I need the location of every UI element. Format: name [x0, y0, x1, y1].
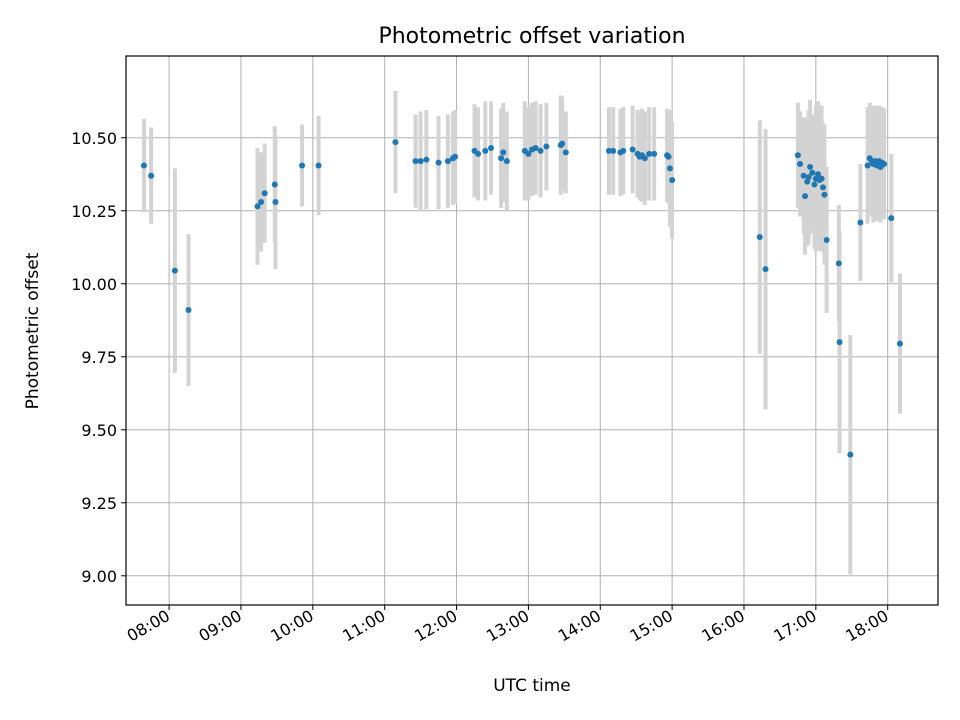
data-point	[807, 163, 814, 170]
data-point	[794, 152, 801, 159]
data-point	[857, 219, 864, 226]
data-point	[811, 181, 818, 188]
data-point	[171, 267, 178, 274]
data-point	[503, 158, 510, 165]
data-point	[140, 162, 147, 169]
y-axis-label: Photometric offset	[23, 252, 43, 409]
data-point	[864, 162, 871, 169]
data-point	[532, 144, 539, 151]
data-point	[809, 169, 816, 176]
data-point	[881, 161, 888, 168]
data-point	[500, 149, 507, 156]
data-point	[444, 158, 451, 165]
data-point	[543, 143, 550, 150]
data-point	[646, 150, 653, 157]
y-tick-label: 10.25	[71, 202, 117, 221]
data-point	[254, 203, 261, 210]
data-point	[559, 140, 566, 147]
data-point	[525, 150, 532, 157]
data-point	[315, 162, 322, 169]
data-point	[185, 307, 192, 314]
y-tick-label: 9.50	[81, 421, 117, 440]
y-tick-label: 9.00	[81, 567, 117, 586]
data-point	[417, 158, 424, 165]
data-points	[140, 139, 903, 458]
data-point	[666, 165, 673, 172]
data-point	[435, 159, 442, 166]
y-axis-ticks: 9.00 9.25 9.50 9.75 10.00 10.25 10.50	[71, 129, 126, 586]
data-point	[629, 146, 636, 153]
data-point	[805, 174, 812, 181]
data-point	[818, 175, 825, 182]
data-point	[802, 193, 809, 200]
data-point	[823, 236, 830, 243]
data-point	[669, 177, 676, 184]
data-point	[762, 266, 769, 273]
data-point	[836, 339, 843, 346]
data-point	[641, 155, 648, 162]
data-point	[148, 172, 155, 179]
data-point	[797, 161, 804, 168]
data-point	[271, 181, 278, 188]
chart-title: Photometric offset variation	[378, 24, 685, 49]
data-point	[610, 147, 617, 154]
data-point	[847, 451, 854, 458]
data-point	[835, 260, 842, 267]
y-tick-label: 10.50	[71, 129, 117, 148]
data-point	[651, 150, 658, 157]
data-point	[820, 184, 827, 191]
data-point	[412, 158, 419, 165]
data-point	[482, 147, 489, 154]
data-point	[272, 199, 279, 206]
data-point	[814, 171, 821, 178]
data-point	[475, 150, 482, 157]
data-point	[620, 147, 627, 154]
data-point	[665, 153, 672, 160]
data-point	[392, 139, 399, 146]
data-point	[299, 162, 306, 169]
data-point	[888, 215, 895, 222]
data-point	[562, 149, 569, 156]
y-tick-label: 9.75	[81, 348, 117, 367]
plot-frame	[125, 55, 939, 606]
data-point	[800, 172, 807, 179]
data-point	[537, 147, 544, 154]
data-point	[423, 156, 430, 163]
data-point	[498, 155, 505, 162]
data-point	[452, 153, 459, 160]
data-point	[488, 144, 495, 151]
data-point	[756, 234, 763, 241]
data-point	[821, 191, 828, 198]
x-axis-label: UTC time	[493, 676, 571, 696]
data-point	[258, 199, 265, 206]
data-point	[896, 340, 903, 347]
y-tick-label: 9.25	[81, 494, 117, 513]
data-point	[261, 190, 268, 197]
data-point	[605, 147, 612, 154]
y-tick-label: 10.00	[71, 275, 117, 294]
